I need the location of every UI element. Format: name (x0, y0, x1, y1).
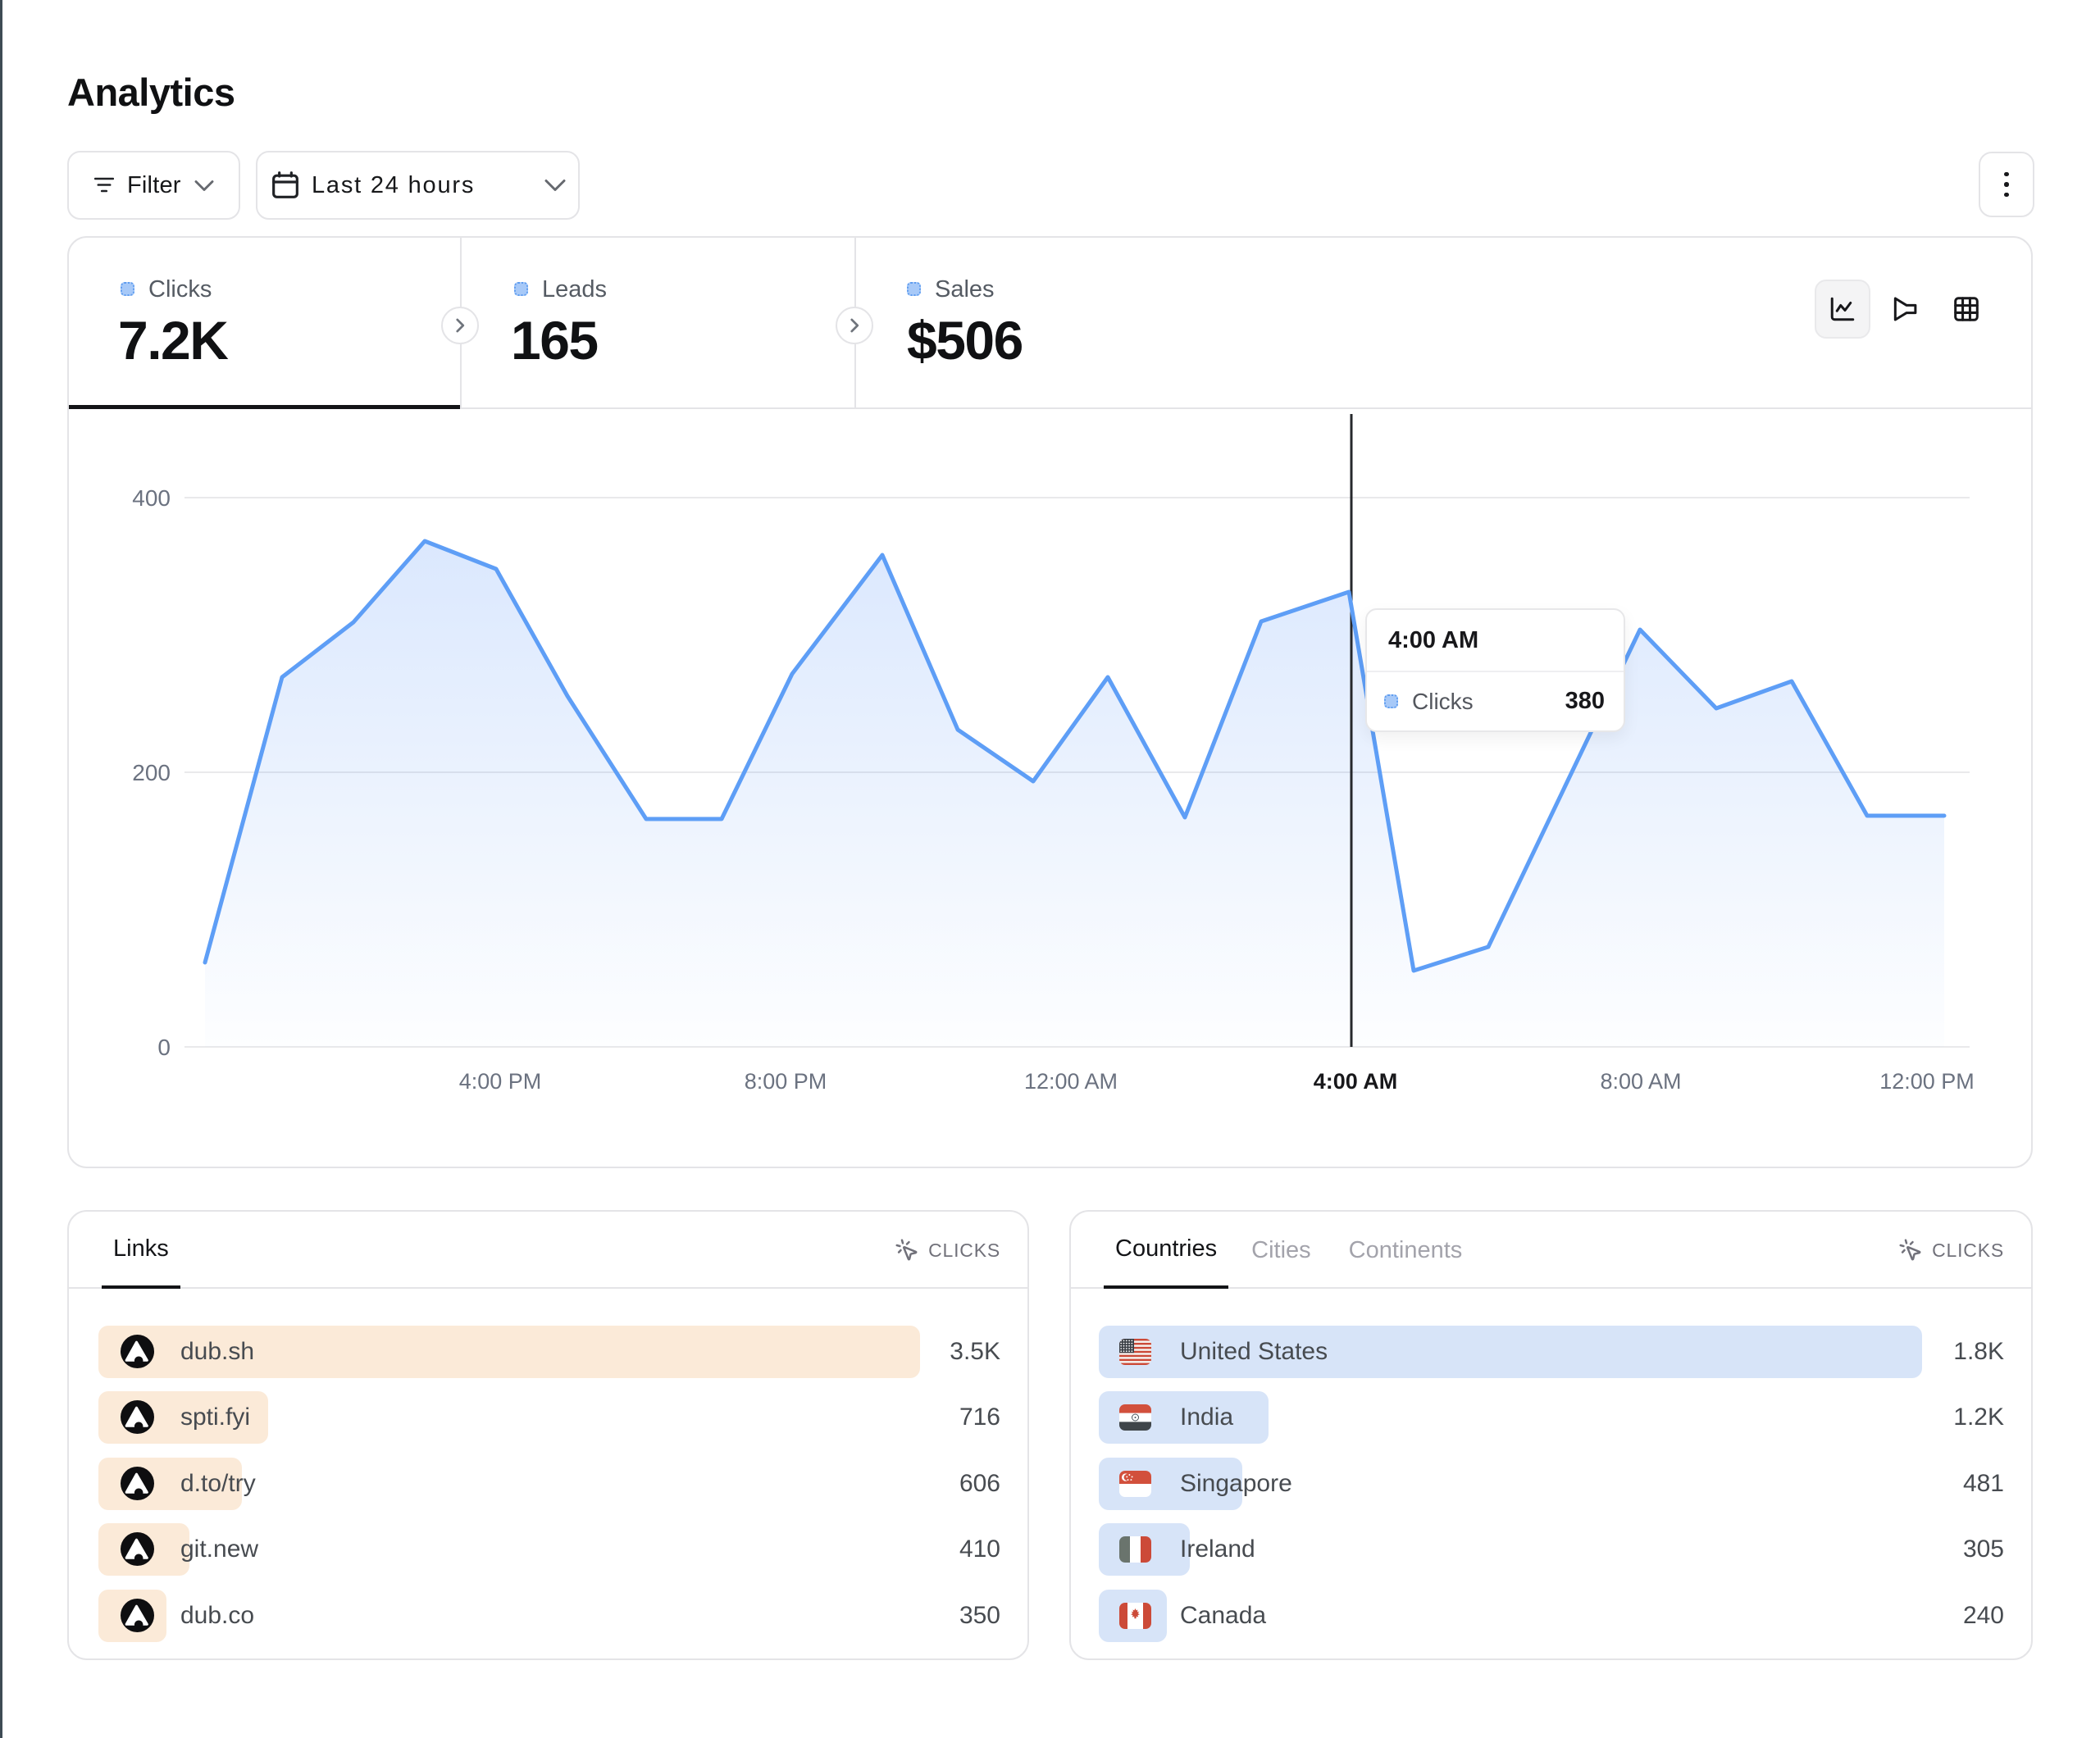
svg-text:0: 0 (157, 1035, 171, 1060)
svg-text:400: 400 (132, 485, 171, 511)
svg-text:200: 200 (132, 760, 171, 785)
svg-text:8:00 AM: 8:00 AM (1600, 1069, 1681, 1094)
svg-text:8:00 PM: 8:00 PM (745, 1069, 827, 1094)
svg-text:12:00 PM: 12:00 PM (1879, 1069, 1975, 1094)
svg-text:4:00 AM: 4:00 AM (1314, 1069, 1398, 1094)
svg-text:12:00 AM: 12:00 AM (1024, 1069, 1118, 1094)
svg-text:4:00 PM: 4:00 PM (459, 1069, 542, 1094)
